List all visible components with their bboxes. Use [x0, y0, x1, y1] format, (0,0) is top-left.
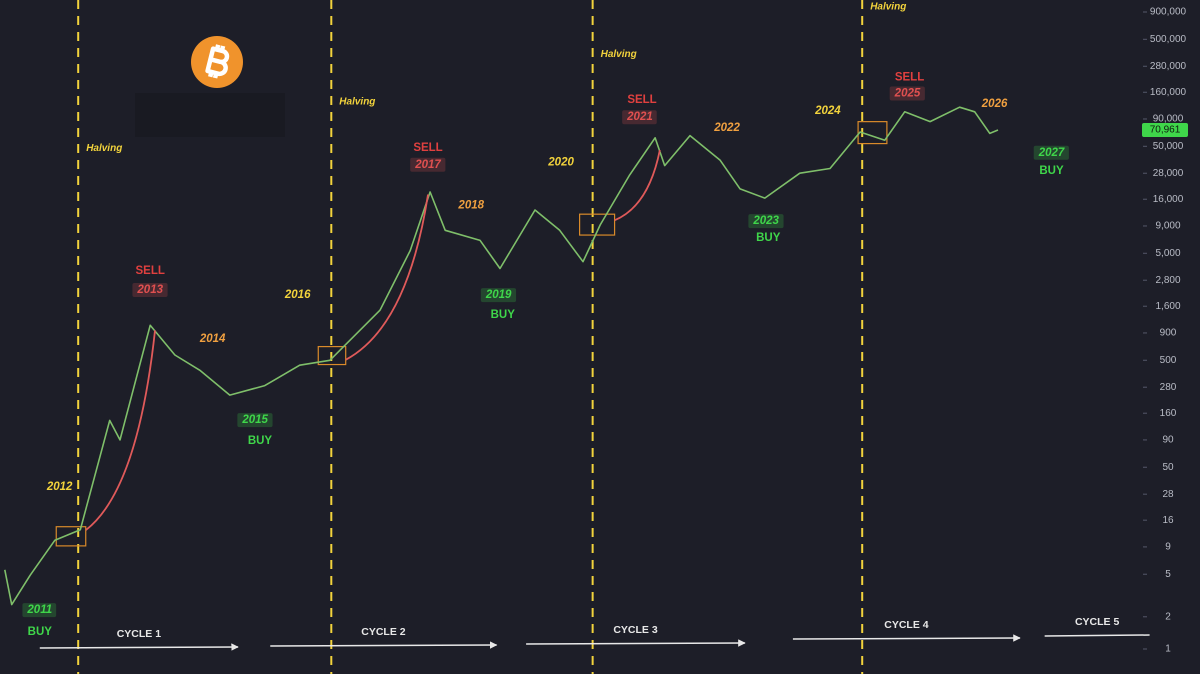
y-tick-label: 900,000 [1150, 7, 1187, 18]
annotation: 2022 [713, 122, 740, 134]
annotation: 2018 [457, 200, 484, 212]
y-tick-label: 900 [1160, 328, 1177, 339]
annotation: 2016 [284, 289, 311, 301]
cycle-label: CYCLE 1 [117, 628, 162, 640]
y-tick-label: 9 [1165, 542, 1171, 553]
y-tick-label: 9,000 [1155, 221, 1180, 232]
annotation: BUY [756, 232, 781, 244]
annotation-box [889, 86, 925, 101]
highlight-box [55, 526, 87, 547]
annotation: 2014 [199, 333, 226, 345]
cycle-label: CYCLE 5 [1075, 616, 1120, 628]
annotation: BUY [491, 309, 516, 321]
cycle-label: CYCLE 3 [613, 624, 658, 636]
annotation: 2013 [136, 284, 163, 296]
annotation: BUY [28, 626, 53, 638]
y-tick-label: 160,000 [1150, 87, 1187, 98]
annotation: SELL [895, 71, 924, 83]
annotation: 2019 [485, 289, 512, 301]
logo-bars [208, 44, 226, 79]
annotation-box [480, 288, 517, 303]
parabolic-curve [85, 330, 156, 531]
annotation: 2027 [1038, 147, 1065, 159]
annotation: BUY [1039, 165, 1064, 177]
annotation-box [1033, 145, 1069, 160]
y-tick-label: 90 [1162, 435, 1174, 446]
halving-label: Halving [870, 2, 906, 13]
cycle-arrow [1044, 634, 1150, 637]
annotation-box [132, 282, 168, 297]
annotation: 2011 [26, 604, 52, 616]
y-tick-label: 16,000 [1153, 194, 1184, 205]
annotation: SELL [136, 265, 165, 277]
annotation-box [410, 157, 446, 172]
y-tick-label: 280,000 [1150, 61, 1187, 72]
annotation: 2025 [894, 87, 921, 99]
parabolic-curve [345, 194, 429, 361]
annotation: 2024 [814, 105, 841, 117]
y-tick-label: 90,000 [1153, 114, 1184, 125]
annotation: SELL [627, 94, 656, 106]
y-tick-label: 50,000 [1153, 141, 1184, 152]
halving-label: Halving [339, 97, 375, 108]
cycle-arrow [792, 634, 1021, 642]
annotation: 2026 [981, 98, 1008, 110]
annotation-box [622, 110, 657, 125]
annotation: 2015 [241, 414, 268, 426]
y-tick-label: 16 [1162, 515, 1174, 526]
annotation: 2020 [547, 157, 574, 169]
y-tick-label: 50 [1162, 462, 1174, 473]
y-tick-label: 1 [1165, 644, 1171, 655]
annotation-box [237, 413, 273, 428]
price-line [4, 106, 999, 606]
annotation: 2023 [752, 215, 779, 227]
annotation-box [748, 214, 784, 229]
y-tick-label: 5,000 [1155, 248, 1180, 259]
logo-panel [135, 93, 285, 137]
y-tick-label: 2 [1165, 611, 1171, 622]
cycle-label: CYCLE 2 [361, 626, 406, 638]
y-tick-label: 500,000 [1150, 34, 1187, 45]
cycle-label: CYCLE 4 [884, 619, 929, 631]
annotation: 2012 [46, 481, 73, 493]
y-tick-label: 280 [1160, 382, 1177, 393]
annotation: BUY [248, 435, 273, 447]
halving-label: Halving [601, 49, 637, 60]
bitcoin-logo [191, 36, 243, 88]
highlight-box [317, 345, 347, 366]
annotation: 2017 [414, 159, 441, 171]
y-tick-label: 28,000 [1153, 168, 1184, 179]
y-tick-label: 160 [1160, 408, 1177, 419]
highlight-box [579, 213, 616, 236]
last-price-label: 70,961 [1150, 125, 1181, 136]
logo-glyph [205, 44, 230, 79]
highlight-box [857, 121, 888, 145]
annotation-box [22, 603, 57, 618]
y-tick-label: 2,800 [1155, 275, 1180, 286]
annotation: SELL [413, 142, 442, 154]
logo-b [205, 46, 230, 77]
annotation: 2021 [626, 111, 653, 123]
halving-label: Halving [86, 143, 122, 154]
last-price-box [1142, 123, 1188, 138]
cycle-arrow [270, 641, 498, 649]
parabolic-curve [614, 149, 661, 222]
y-tick-label: 500 [1160, 355, 1177, 366]
y-tick-label: 1,600 [1155, 301, 1180, 312]
y-tick-label: 5 [1165, 569, 1171, 580]
y-tick-label: 28 [1162, 489, 1174, 500]
cycle-arrow [39, 643, 239, 651]
cycle-arrow [526, 639, 746, 647]
